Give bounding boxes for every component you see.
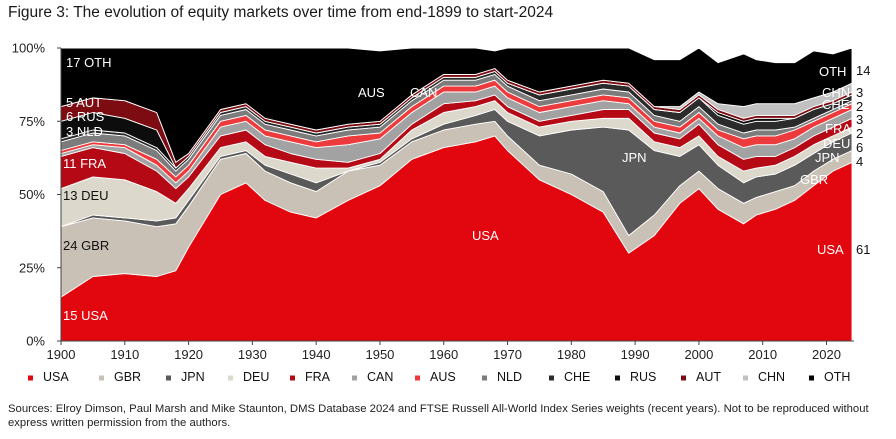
y-tick-label: 50% (19, 187, 45, 202)
legend-label-nld: NLD (497, 370, 522, 384)
legend-label-deu: DEU (243, 370, 269, 384)
legend-label-can: CAN (367, 370, 393, 384)
legend-swatch-usa (28, 375, 33, 381)
y-tick-label: 75% (19, 114, 45, 129)
series-label-jpn: JPN (815, 150, 840, 165)
series-label-fra: 11 FRA (63, 156, 106, 171)
end-value-label: 2 (856, 99, 863, 114)
legend-label-gbr: GBR (114, 370, 141, 384)
source-note: Sources: Elroy Dimson, Paul Marsh and Mi… (8, 403, 869, 429)
stacked-area-chart: 0% 25% 50% 75% 100% 1900 1910 1920 1930 1940 1950 1… (12, 41, 871, 385)
legend-label-usa: USA (43, 370, 69, 384)
series-label-usa: USA (472, 228, 499, 243)
end-value-label: 4 (856, 154, 863, 169)
x-tick-label: 1910 (110, 347, 139, 362)
legend-label-rus: RUS (630, 370, 656, 384)
legend-label-jpn: JPN (181, 370, 205, 384)
legend-swatch-chn (743, 375, 748, 381)
x-tick-label: 1940 (302, 347, 331, 362)
end-value-label: 2 (856, 126, 863, 141)
legend-swatch-fra (290, 375, 295, 381)
x-tick-label: 2010 (748, 347, 777, 362)
series-label-oth: 17 OTH (66, 55, 112, 70)
x-tick-label: 1900 (47, 347, 76, 362)
end-value-label: 3 (856, 85, 863, 100)
legend-label-che: CHE (564, 370, 590, 384)
legend-label-aus: AUS (430, 370, 456, 384)
legend-swatch-gbr (99, 375, 104, 381)
x-tick-label: 1930 (238, 347, 267, 362)
legend-label-fra: FRA (305, 370, 331, 384)
legend-swatch-aut (681, 375, 686, 381)
series-label-nld: 3 NLD (66, 124, 103, 139)
legend-label-oth: OTH (824, 370, 850, 384)
y-tick-label: 0% (26, 334, 45, 349)
area-oth (60, 47, 853, 163)
series-label-che: CHE (822, 97, 850, 112)
legend-swatch-deu (228, 375, 233, 381)
x-tick-label: 1980 (557, 347, 586, 362)
series-label-oth: OTH (819, 64, 846, 79)
end-value-label: 6 (856, 140, 863, 155)
series-label-gbr: GBR (800, 172, 828, 187)
end-value-label: 14 (856, 63, 870, 78)
series-label-jpn: JPN (622, 150, 647, 165)
legend-swatch-oth (809, 375, 814, 381)
x-tick-label: 2020 (812, 347, 841, 362)
legend-swatch-che (549, 375, 554, 381)
legend-swatch-nld (482, 375, 487, 381)
legend-swatch-aus (415, 375, 420, 381)
chart-title: Figure 3: The evolution of equity market… (8, 4, 554, 21)
end-value-label: 61 (856, 242, 870, 257)
x-tick-label: 1960 (429, 347, 458, 362)
series-label-deu: 13 DEU (63, 188, 109, 203)
series-label-aut: 5 AUT (66, 95, 102, 110)
y-tick-label: 25% (19, 260, 45, 275)
legend-swatch-jpn (166, 375, 171, 381)
end-value-label: 3 (856, 112, 863, 127)
x-tick-label: 1990 (621, 347, 650, 362)
x-tick-label: 1920 (174, 347, 203, 362)
series-label-chn: CHN (822, 85, 850, 100)
legend-label-aut: AUT (696, 370, 721, 384)
x-tick-label: 1970 (493, 347, 522, 362)
series-label-gbr: 24 GBR (63, 238, 109, 253)
legend-label-chn: CHN (758, 370, 785, 384)
series-label-aus: AUS (358, 85, 385, 100)
series-label-deu: DEU (823, 136, 850, 151)
series-label-usa: 15 USA (63, 308, 108, 323)
x-tick-label: 2000 (684, 347, 713, 362)
legend-swatch-can (352, 375, 357, 381)
x-tick-label: 1950 (365, 347, 394, 362)
y-tick-label: 100% (12, 41, 46, 56)
legend-swatch-rus (615, 375, 620, 381)
series-label-rus: 6 RUS (66, 109, 105, 124)
series-label-can: CAN (410, 85, 437, 100)
series-label-usa: USA (817, 242, 844, 257)
series-label-fra: FRA (825, 121, 851, 136)
